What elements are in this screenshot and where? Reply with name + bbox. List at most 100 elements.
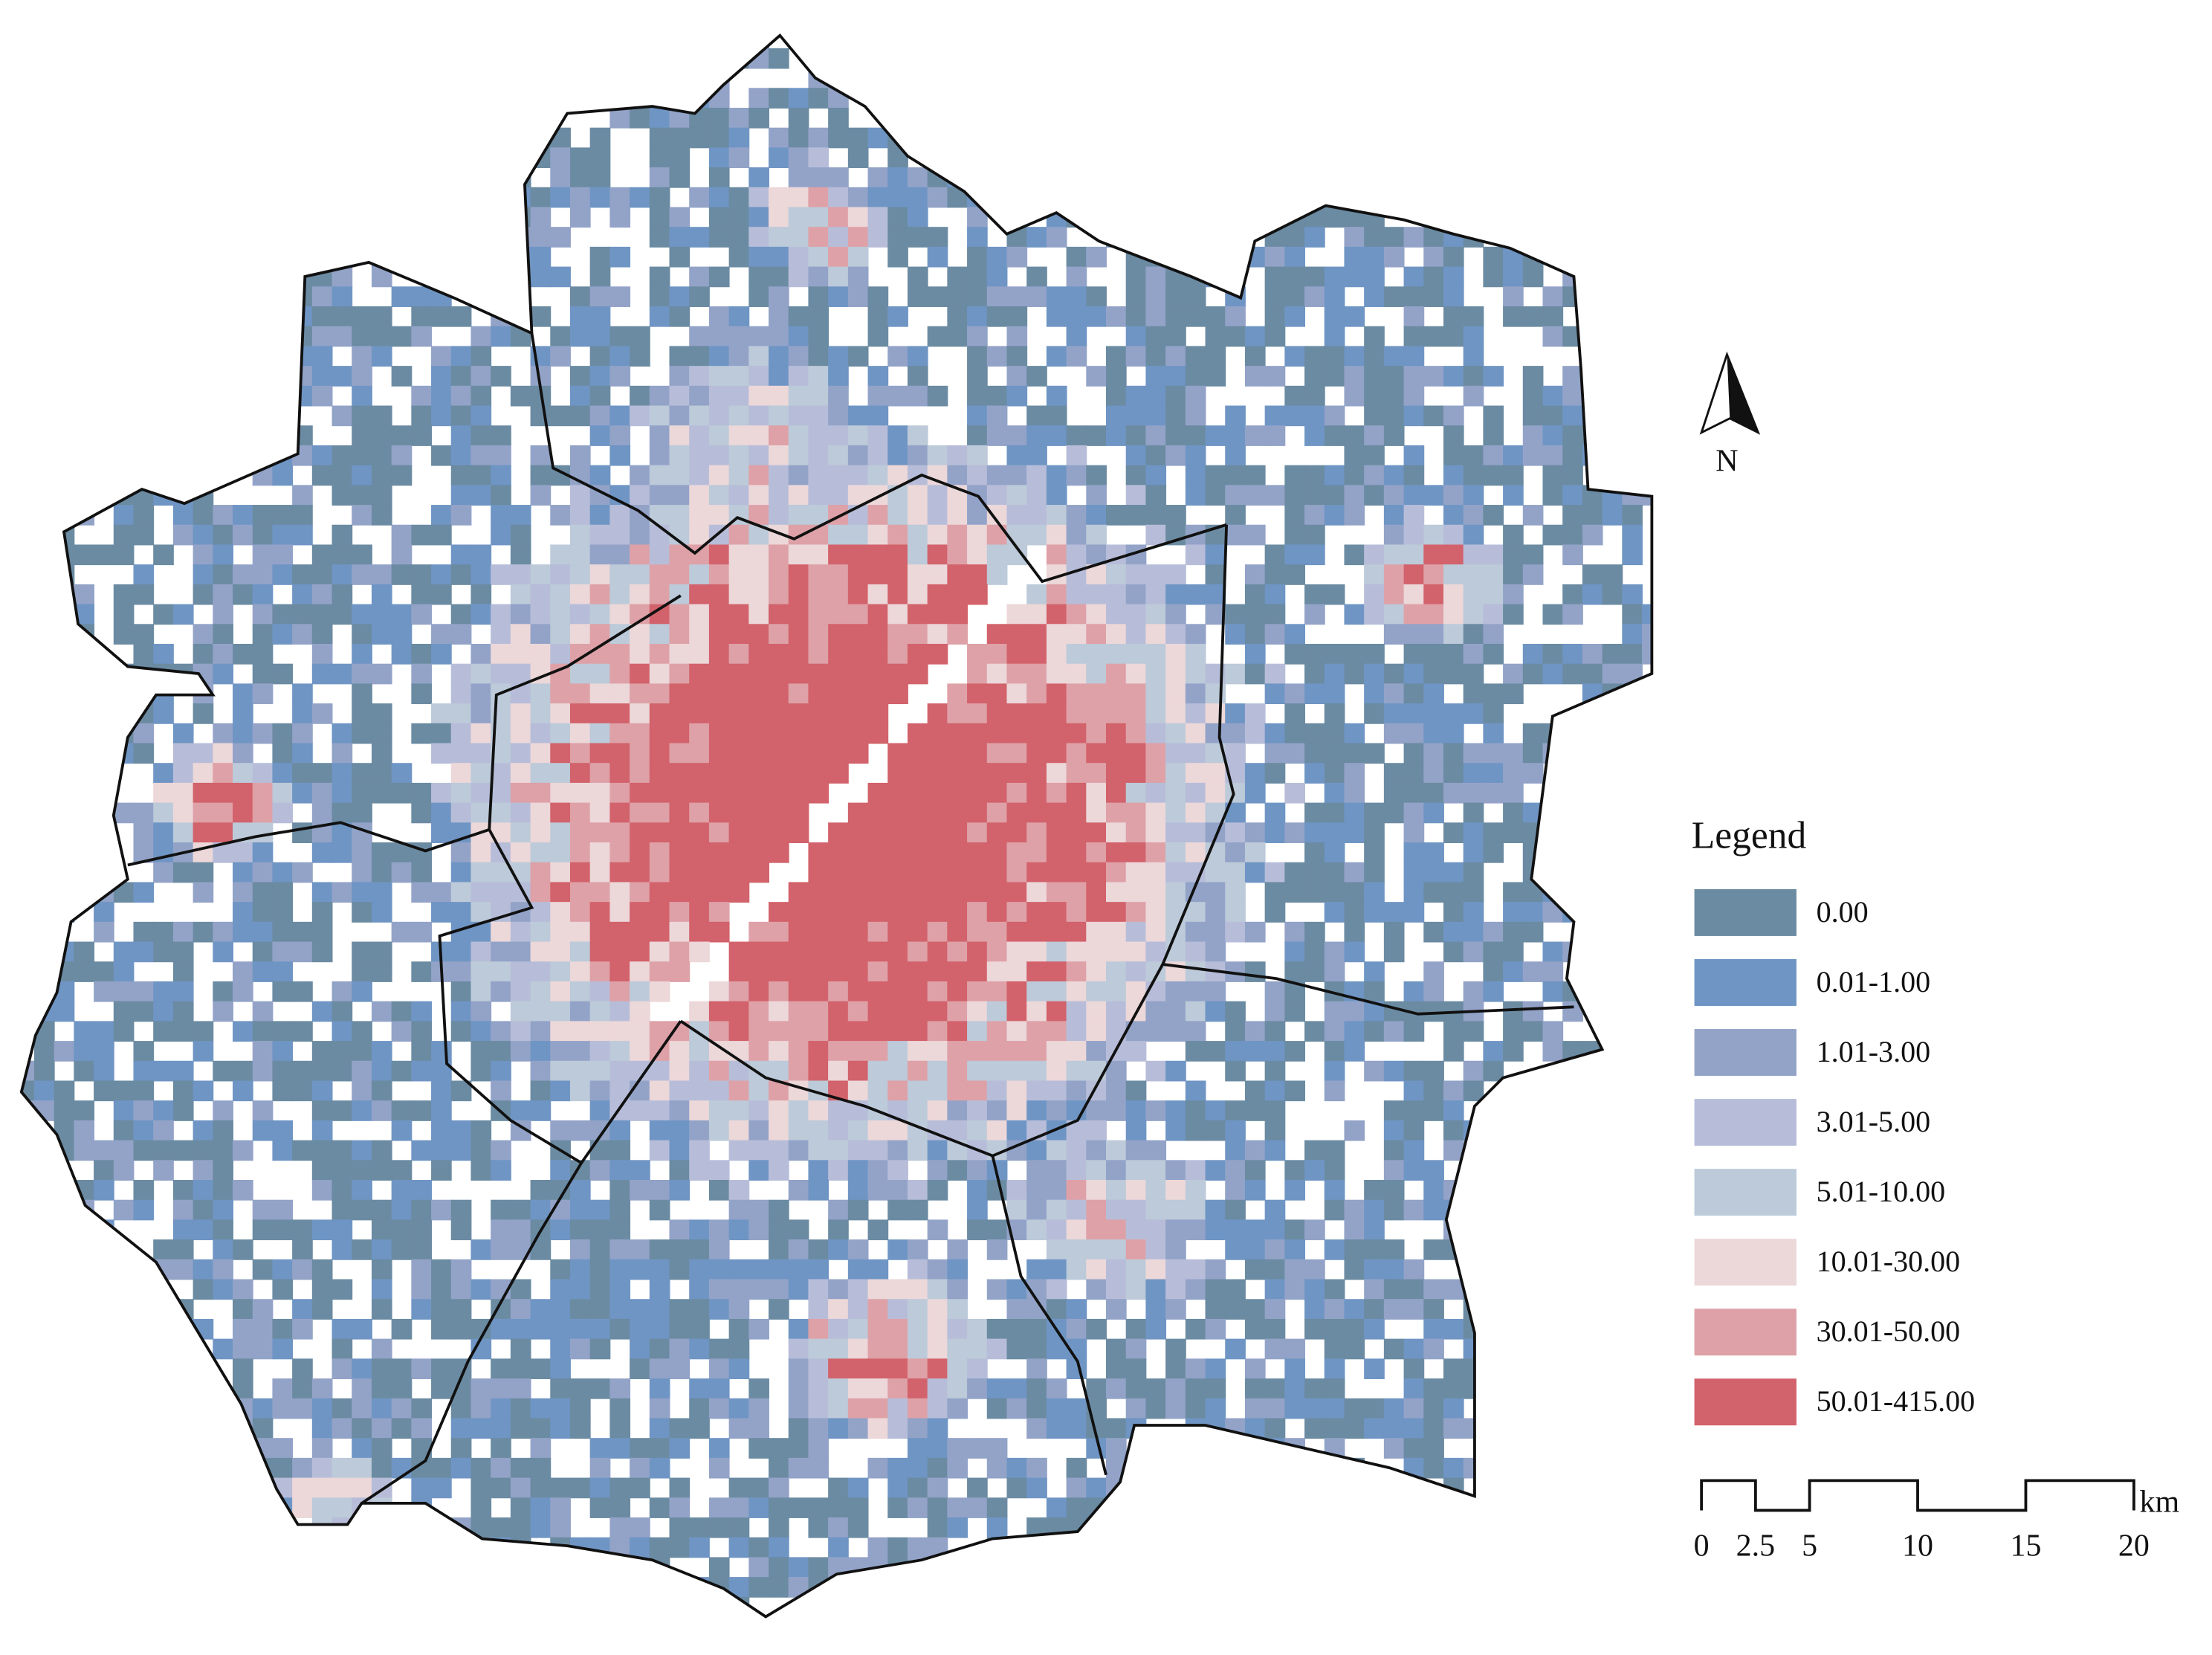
raster-cell [927, 1457, 948, 1479]
raster-cell [172, 1457, 194, 1479]
raster-cell [94, 862, 114, 883]
raster-cell [927, 961, 948, 982]
raster-cell [609, 1378, 631, 1399]
raster-cell [808, 485, 830, 506]
raster-cell [1046, 921, 1067, 943]
raster-cell [1066, 1398, 1087, 1419]
raster-cell [1483, 941, 1504, 963]
raster-cell [1602, 882, 1623, 903]
raster-cell [550, 1219, 571, 1241]
raster-cell [272, 227, 294, 248]
raster-cell [689, 1338, 710, 1360]
raster-cell [193, 1557, 214, 1578]
raster-cell [609, 1021, 631, 1042]
raster-cell [708, 1398, 730, 1419]
raster-cell [669, 1180, 691, 1201]
raster-cell [1522, 1219, 1544, 1241]
raster-cell [491, 1041, 511, 1062]
raster-cell [1483, 921, 1504, 943]
raster-cell [1463, 564, 1484, 585]
raster-cell [847, 802, 869, 824]
raster-cell [1205, 1557, 1226, 1578]
raster-cell [569, 842, 591, 863]
raster-cell [272, 1338, 294, 1360]
raster-cell [292, 981, 313, 1002]
raster-cell [193, 643, 214, 665]
raster-cell [311, 1100, 333, 1121]
raster-cell [788, 1557, 809, 1578]
raster-cell [1344, 48, 1365, 69]
raster-cell [550, 1060, 571, 1082]
raster-cell [292, 683, 313, 705]
raster-cell [491, 782, 511, 804]
raster-cell [252, 1100, 274, 1121]
raster-cell [1344, 802, 1365, 824]
raster-cell [94, 286, 114, 307]
raster-cell [272, 921, 294, 943]
raster-cell [1264, 1199, 1286, 1221]
raster-cell [74, 1219, 95, 1241]
raster-cell [967, 1338, 988, 1360]
raster-cell [569, 584, 591, 605]
raster-cell [1542, 88, 1564, 109]
raster-cell [1284, 1557, 1305, 1578]
raster-cell [669, 941, 691, 963]
raster-cell [609, 1497, 631, 1518]
raster-cell [371, 445, 392, 466]
raster-cell [292, 1021, 313, 1042]
raster-cell [1324, 842, 1345, 863]
raster-cell [153, 1120, 174, 1141]
raster-cell [311, 703, 333, 724]
raster-cell [391, 921, 413, 943]
raster-cell [1344, 1517, 1365, 1538]
raster-cell [550, 1041, 571, 1062]
raster-cell [669, 763, 691, 784]
raster-cell [352, 842, 372, 863]
raster-cell [907, 1041, 928, 1062]
raster-cell [609, 1517, 631, 1538]
raster-cell [272, 1279, 294, 1300]
raster-cell [133, 624, 155, 645]
raster-cell [1185, 1199, 1206, 1221]
raster-cell [213, 405, 233, 427]
raster-cell [708, 1259, 730, 1280]
raster-cell [967, 663, 988, 685]
raster-cell [74, 1596, 95, 1617]
raster-cell [769, 1438, 789, 1459]
raster-cell [867, 782, 889, 804]
raster-cell [252, 1219, 274, 1241]
raster-cell [1542, 1477, 1564, 1499]
raster-cell [1423, 1239, 1444, 1260]
raster-cell [1443, 286, 1464, 307]
raster-cell [1046, 723, 1067, 744]
raster-cell [1503, 683, 1524, 705]
raster-cell [1205, 167, 1226, 188]
raster-cell [332, 1457, 353, 1479]
raster-cell [1582, 723, 1603, 744]
raster-cell [292, 624, 313, 645]
raster-cell [788, 445, 809, 466]
raster-cell [1304, 127, 1325, 149]
raster-cell [193, 326, 214, 347]
raster-cell [1582, 147, 1603, 169]
raster-cell [213, 544, 233, 566]
raster-cell [1165, 366, 1186, 387]
raster-cell [1383, 1060, 1405, 1082]
raster-cell [1622, 1577, 1643, 1598]
raster-cell [153, 921, 174, 943]
raster-cell [530, 941, 552, 963]
raster-cell [669, 1160, 691, 1181]
raster-cell [630, 1299, 650, 1320]
raster-cell [1106, 1259, 1127, 1280]
raster-cell [609, 1140, 631, 1161]
raster-cell [947, 1239, 968, 1260]
raster-cell [550, 227, 571, 248]
raster-cell [510, 723, 531, 744]
raster-cell [967, 227, 988, 248]
raster-cell [450, 1259, 472, 1280]
raster-cell [1622, 1338, 1643, 1360]
raster-cell [769, 842, 789, 863]
raster-cell [1582, 822, 1603, 843]
raster-cell [113, 1318, 135, 1340]
